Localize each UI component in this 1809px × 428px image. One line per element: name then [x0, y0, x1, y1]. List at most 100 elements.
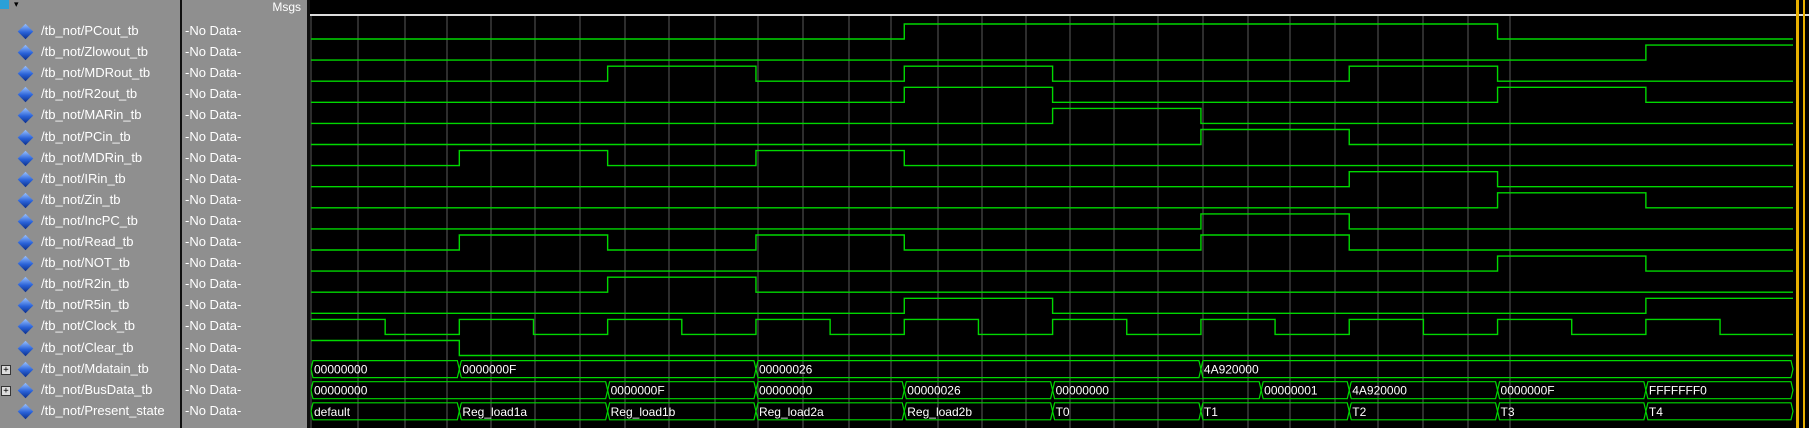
bus-value: T4	[1649, 405, 1663, 419]
waveform[interactable]	[311, 192, 1793, 209]
signal-values-pane[interactable]	[182, 0, 307, 428]
signal-value-cell: -No Data-	[182, 380, 307, 401]
signal-row[interactable]: /tb_not/Read_tb	[0, 232, 180, 253]
signal-name: /tb_not/MDRout_tb	[41, 65, 151, 81]
signal-row[interactable]: /tb_not/PCout_tb	[0, 21, 180, 42]
waveform[interactable]	[311, 276, 1793, 293]
waveform[interactable]	[311, 234, 1793, 251]
signal-row[interactable]: /tb_not/NOT_tb	[0, 253, 180, 274]
bus-value: 00000000	[314, 363, 368, 377]
signal-row[interactable]: /tb_not/PCin_tb	[0, 127, 180, 148]
bus-value: 00000000	[759, 384, 813, 398]
bus-segment	[1496, 402, 1647, 421]
signal-name: /tb_not/Clear_tb	[41, 339, 134, 355]
signal-value-cell: -No Data-	[182, 42, 307, 63]
signal-name: /tb_not/PCin_tb	[41, 128, 131, 144]
waveform[interactable]	[311, 44, 1793, 61]
signal-name: /tb_not/IRin_tb	[41, 170, 126, 186]
waveform[interactable]: 00000000 0000000F 00000000 00000026 00000000…	[310, 381, 1794, 400]
grid	[310, 16, 1511, 428]
signal-value: -No Data-	[185, 339, 242, 355]
bus-value: T1	[1204, 405, 1218, 419]
bus-value: 0000000F	[1501, 384, 1555, 398]
signal-value: -No Data-	[185, 318, 242, 334]
pane-divider[interactable]	[180, 0, 182, 428]
signal-row[interactable]: /tb_not/IRin_tb	[0, 169, 180, 190]
waveform[interactable]	[311, 128, 1793, 146]
signal-row[interactable]: /tb_not/R2in_tb	[0, 274, 180, 295]
bus-segment	[755, 360, 1202, 379]
pane-divider[interactable]	[307, 0, 310, 428]
signal-row[interactable]: /tb_not/Clear_tb	[0, 338, 180, 359]
signal-row[interactable]: + /tb_not/BusData_tb	[0, 380, 180, 401]
signal-name: /tb_not/Mdatain_tb	[41, 360, 149, 376]
signal-diamond-icon	[17, 129, 34, 145]
bus-segment	[755, 381, 905, 400]
signal-value: -No Data-	[185, 381, 242, 397]
waveform[interactable]	[311, 86, 1793, 104]
signal-value-cell: -No Data-	[182, 338, 307, 359]
bus-segment	[1348, 402, 1499, 421]
signal-row[interactable]: /tb_not/Present_state	[0, 401, 180, 422]
waveform[interactable]	[311, 107, 1793, 125]
expand-icon[interactable]: +	[1, 364, 11, 375]
bus-segment	[458, 360, 757, 379]
signal-row[interactable]: /tb_not/R5in_tb	[0, 295, 180, 316]
bus-value: Reg_load2b	[907, 405, 972, 419]
signal-row[interactable]: /tb_not/Zin_tb	[0, 190, 180, 211]
signal-row[interactable]: /tb_not/R2out_tb	[0, 84, 180, 105]
waveform[interactable]: default Reg_load1a Reg_load1b Reg_load2a Reg…	[310, 402, 1794, 421]
chevron-down-icon[interactable]: ▾	[14, 0, 19, 9]
bus-value: 00000001	[1264, 384, 1318, 398]
waveform[interactable]	[311, 255, 1793, 272]
signal-value-cell: -No Data-	[182, 127, 307, 148]
waveform[interactable]	[311, 170, 1793, 188]
bus-segment	[1051, 381, 1262, 400]
bus-segment	[1200, 402, 1350, 421]
waveform[interactable]	[311, 318, 1793, 336]
bus-value: 00000026	[759, 363, 813, 377]
signal-row[interactable]: /tb_not/MARin_tb	[0, 105, 180, 126]
waveform[interactable]	[311, 339, 1793, 357]
signal-row[interactable]: /tb_not/MDRin_tb	[0, 148, 180, 169]
signal-row[interactable]: /tb_not/IncPC_tb	[0, 211, 180, 232]
signal-diamond-icon	[17, 298, 34, 314]
signal-row[interactable]: /tb_not/Zlowout_tb	[0, 42, 180, 63]
waveform[interactable]	[311, 65, 1793, 82]
signal-diamond-icon	[17, 65, 34, 82]
waveform[interactable]	[311, 23, 1793, 40]
signal-value: -No Data-	[185, 402, 242, 418]
wave-trace	[311, 318, 1793, 336]
signal-diamond-icon	[17, 319, 34, 335]
wave-trace	[311, 44, 1793, 61]
waveform[interactable]: 00000000 0000000F 00000026 4A920000	[310, 360, 1794, 379]
cursor-line[interactable]	[1796, 0, 1799, 428]
signal-row[interactable]: /tb_not/Clock_tb	[0, 316, 180, 337]
signal-name: /tb_not/IncPC_tb	[41, 212, 138, 228]
waveform[interactable]	[311, 149, 1793, 167]
bus-value: default	[314, 405, 351, 419]
signal-diamond-icon	[17, 340, 34, 356]
expand-icon[interactable]: +	[1, 385, 11, 396]
signal-value-cell: -No Data-	[182, 211, 307, 232]
signal-value: -No Data-	[185, 128, 242, 144]
bus-segment	[310, 381, 609, 400]
signal-value: -No Data-	[185, 276, 242, 292]
signal-name: /tb_not/Present_state	[41, 402, 165, 418]
waveform[interactable]	[311, 213, 1793, 230]
bus-segment	[1645, 381, 1794, 400]
signal-name: /tb_not/PCout_tb	[41, 23, 139, 38]
msgs-header-label: Msgs	[272, 0, 301, 14]
signal-name: /tb_not/R2in_tb	[41, 276, 130, 292]
signal-value-cell: -No Data-	[182, 295, 307, 316]
signal-row[interactable]: + /tb_not/Mdatain_tb	[0, 359, 180, 380]
signal-row[interactable]: /tb_not/MDRout_tb	[0, 63, 180, 84]
wave-trace	[311, 86, 1793, 104]
waveform[interactable]	[311, 297, 1793, 314]
waveform-canvas[interactable]: 00000000 0000000F 00000026 4A92000000000000…	[310, 0, 1809, 428]
cursor-line[interactable]	[1803, 0, 1805, 428]
signal-value-cell: -No Data-	[182, 359, 307, 380]
bus-value: 4A920000	[1352, 384, 1407, 398]
bus-segment	[310, 360, 460, 379]
bus-segment	[607, 402, 757, 421]
